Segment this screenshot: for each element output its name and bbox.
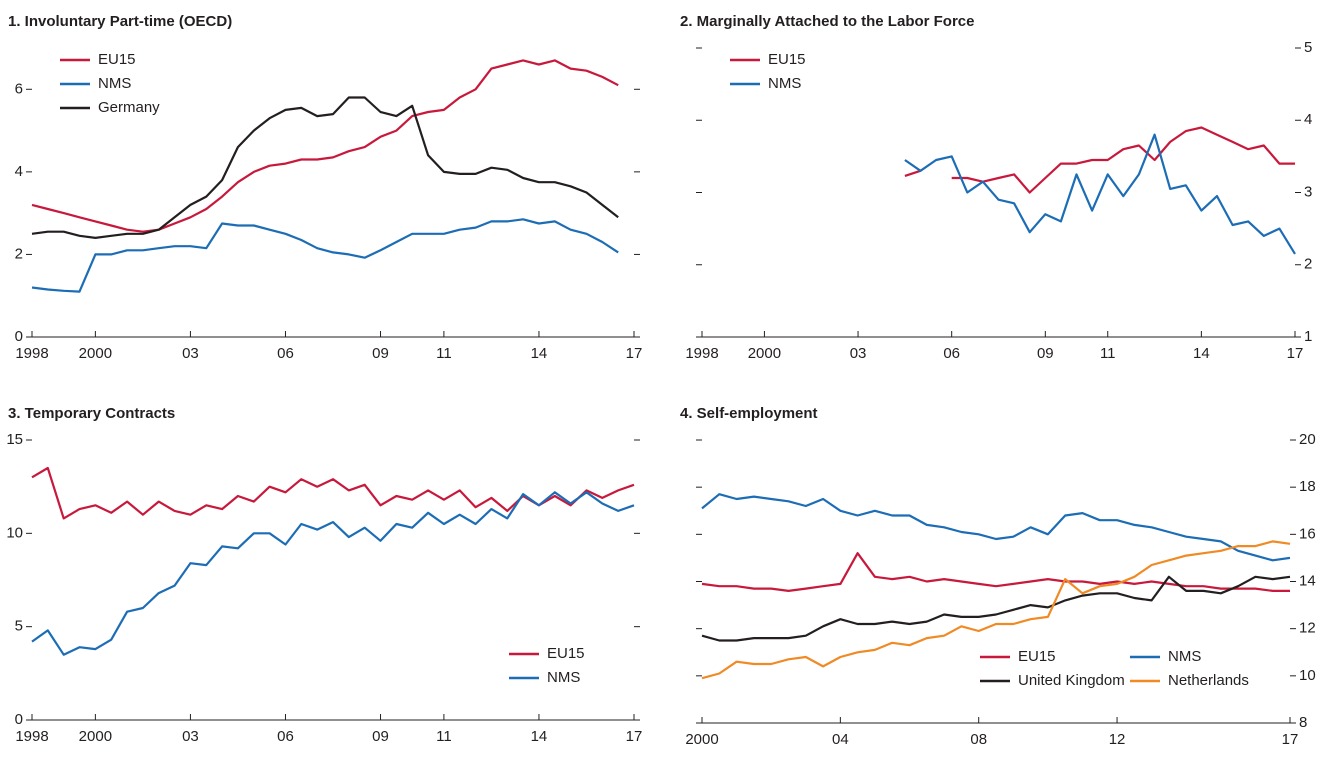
y-tick-label: 5 xyxy=(15,618,23,635)
legend-label: EU15 xyxy=(1018,648,1056,665)
x-tick-label: 06 xyxy=(277,728,294,745)
legend-label: EU15 xyxy=(98,51,136,68)
legend-label: Netherlands xyxy=(1168,672,1249,689)
x-tick-label: 1998 xyxy=(15,345,48,362)
y-tick-label: 1 xyxy=(1304,328,1312,345)
y-tick-label: 14 xyxy=(1299,572,1316,589)
legend-label: EU15 xyxy=(547,645,585,662)
y-tick-label: 16 xyxy=(1299,525,1316,542)
x-tick-label: 03 xyxy=(850,345,867,362)
x-tick-label: 1998 xyxy=(15,728,48,745)
y-tick-label: 3 xyxy=(1304,183,1312,200)
series-line xyxy=(701,575,1291,642)
y-tick-label: 0 xyxy=(15,328,23,345)
legend-label: NMS xyxy=(547,669,580,686)
x-tick-label: 2000 xyxy=(79,728,112,745)
legend-label: NMS xyxy=(768,75,801,92)
x-tick-label: 09 xyxy=(372,728,389,745)
legend-label: NMS xyxy=(1168,648,1201,665)
series-line xyxy=(701,552,1290,592)
x-tick-label: 09 xyxy=(1037,345,1054,362)
y-tick-label: 10 xyxy=(1299,667,1316,684)
series-line xyxy=(31,59,619,233)
series-line xyxy=(31,96,619,239)
legend-label: Germany xyxy=(98,99,160,116)
x-tick-label: 06 xyxy=(943,345,960,362)
panel-title: 4. Self-employment xyxy=(680,405,818,422)
y-tick-label: 0 xyxy=(15,711,23,728)
x-tick-label: 17 xyxy=(626,345,643,362)
panel-title: 2. Marginally Attached to the Labor Forc… xyxy=(680,13,975,30)
x-tick-label: 17 xyxy=(1282,731,1299,748)
x-tick-label: 06 xyxy=(277,345,294,362)
x-tick-label: 14 xyxy=(531,728,548,745)
x-tick-label: 14 xyxy=(1193,345,1210,362)
y-tick-label: 6 xyxy=(15,80,23,97)
y-tick-label: 15 xyxy=(6,431,23,448)
series-line xyxy=(904,133,1296,255)
x-tick-label: 17 xyxy=(626,728,643,745)
x-tick-label: 2000 xyxy=(748,345,781,362)
panel-title: 3. Temporary Contracts xyxy=(8,405,175,422)
panel-title: 1. Involuntary Part-time (OECD) xyxy=(8,13,232,30)
series-line xyxy=(31,491,635,656)
y-tick-label: 12 xyxy=(1299,620,1316,637)
x-tick-label: 12 xyxy=(1109,731,1126,748)
series-line xyxy=(701,540,1291,680)
x-tick-label: 14 xyxy=(531,345,548,362)
x-tick-label: 11 xyxy=(1100,345,1116,362)
y-tick-label: 4 xyxy=(15,163,23,180)
x-tick-label: 1998 xyxy=(685,345,718,362)
legend-label: EU15 xyxy=(768,51,806,68)
series-line xyxy=(701,493,1291,562)
y-tick-label: 20 xyxy=(1299,431,1316,448)
y-tick-label: 2 xyxy=(1304,256,1312,273)
x-tick-label: 03 xyxy=(182,345,199,362)
y-tick-label: 8 xyxy=(1299,714,1307,731)
x-tick-label: 11 xyxy=(436,345,452,362)
x-tick-label: 11 xyxy=(436,728,452,745)
series-line xyxy=(31,466,635,520)
x-tick-label: 09 xyxy=(372,345,389,362)
x-tick-label: 2000 xyxy=(79,345,112,362)
y-tick-label: 5 xyxy=(1304,39,1312,56)
y-tick-label: 2 xyxy=(15,245,23,262)
legend-label: United Kingdom xyxy=(1018,672,1125,689)
legend-label: NMS xyxy=(98,75,131,92)
y-tick-label: 18 xyxy=(1299,478,1316,495)
series-line xyxy=(904,126,1295,194)
x-tick-label: 17 xyxy=(1287,345,1304,362)
x-tick-label: 03 xyxy=(182,728,199,745)
x-tick-label: 2000 xyxy=(685,731,718,748)
series-line xyxy=(31,218,619,293)
y-tick-label: 10 xyxy=(6,524,23,541)
y-tick-label: 4 xyxy=(1304,111,1312,128)
x-tick-label: 08 xyxy=(970,731,987,748)
x-tick-label: 04 xyxy=(832,731,849,748)
